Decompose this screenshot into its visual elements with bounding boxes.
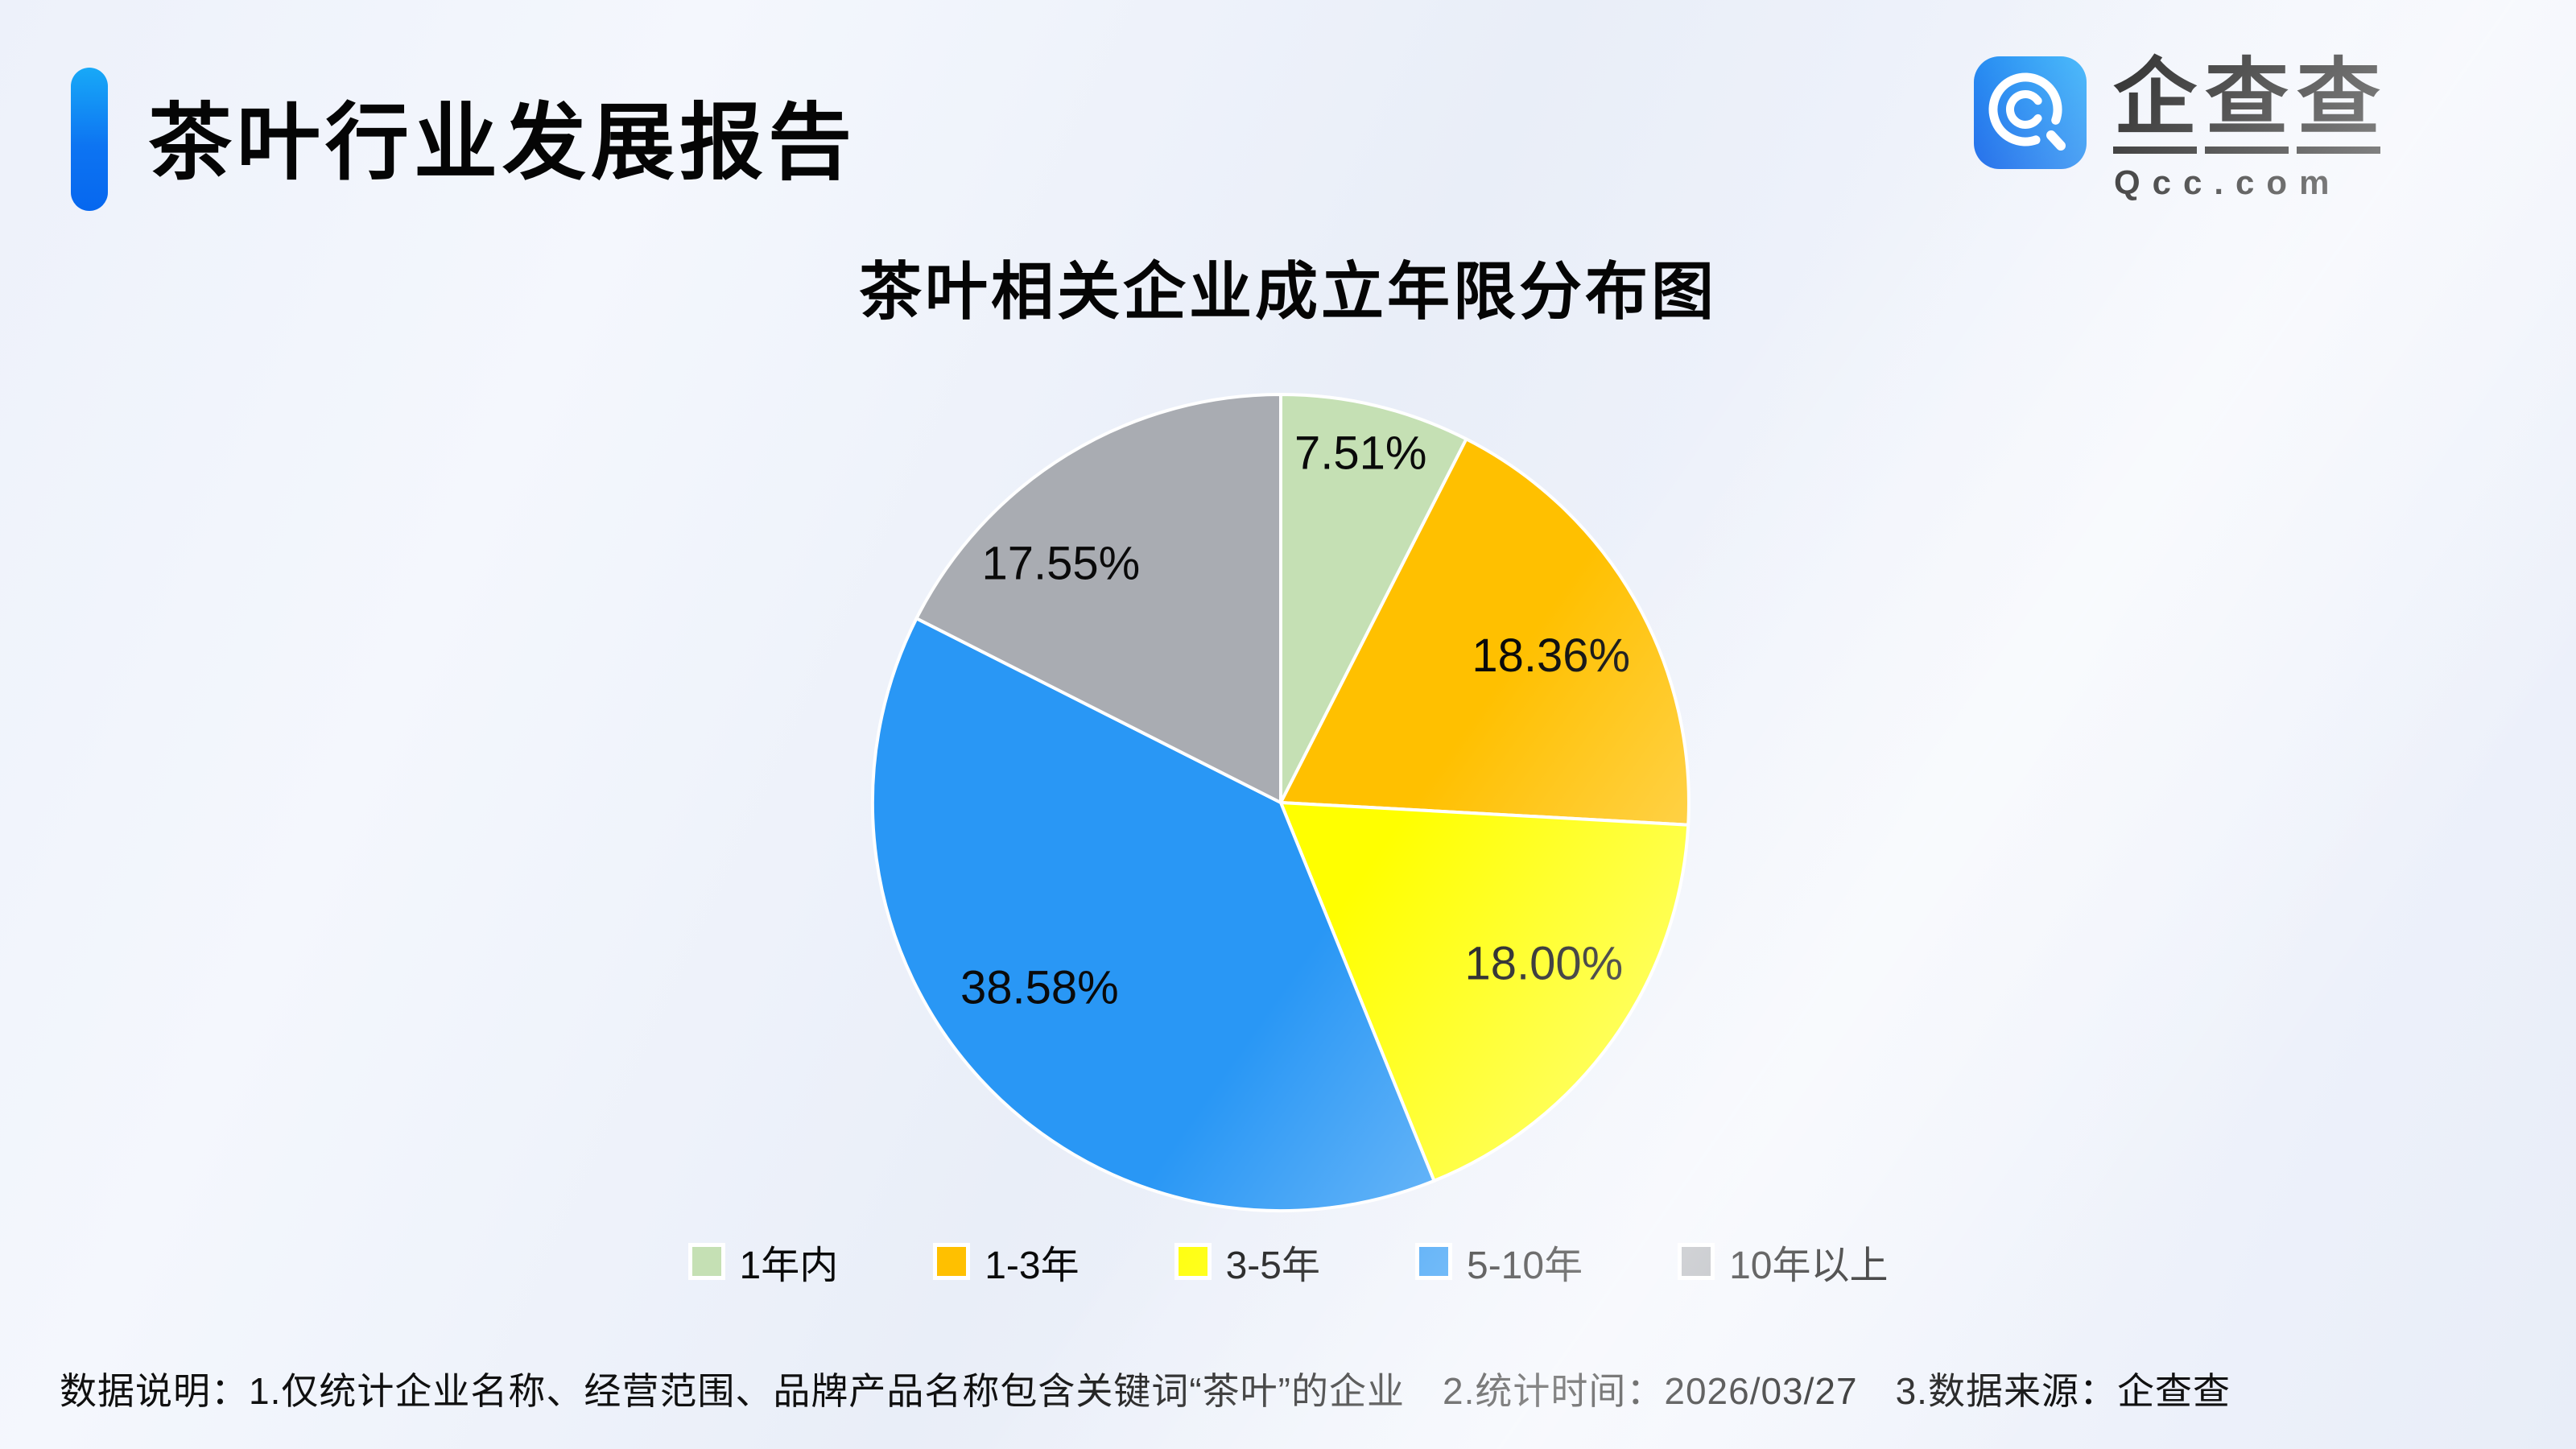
brand-domain: Qcc.com	[2114, 163, 2342, 201]
legend-label: 1-3年	[985, 1245, 1080, 1287]
legend-item-1-3年: 1-3年	[933, 1233, 1080, 1290]
legend-swatch	[687, 1243, 725, 1280]
legend-swatch	[933, 1243, 971, 1280]
legend-item-3-5年: 3-5年	[1174, 1233, 1320, 1290]
qcc-logo: 企查查 Qcc.com	[1974, 56, 2384, 202]
pie-slice-1-3年	[1279, 437, 1690, 827]
pie-label-5-10年: 38.58%	[960, 961, 1119, 1013]
pie-slice-10年以上	[914, 393, 1282, 804]
pie-label-10年以上: 17.55%	[981, 537, 1140, 589]
chart-legend: 1年内 1-3年 3-5年 5-10年 10年以上	[0, 1233, 2576, 1290]
pie-slice-5-10年	[870, 617, 1436, 1213]
page-title: 茶叶行业发展报告	[148, 97, 857, 190]
footer-note: 数据说明：1.仅统计企业名称、经营范围、品牌产品名称包含关键词“茶叶”的企业 2…	[60, 1370, 2231, 1412]
legend-label: 5-10年	[1467, 1245, 1583, 1287]
pie-label-1年内: 7.51%	[1294, 427, 1426, 480]
pie-slice-3-5年	[1279, 801, 1690, 1183]
legend-label: 1年内	[739, 1245, 839, 1287]
pie-chart-svg: 7.51% 18.36% 18.00% 38.58% 17.55%	[870, 393, 1690, 1213]
legend-item-1年内: 1年内	[687, 1233, 839, 1290]
legend-label: 10年以上	[1729, 1245, 1889, 1287]
legend-label: 3-5年	[1225, 1245, 1320, 1287]
chart-title: 茶叶相关企业成立年限分布图	[858, 256, 1717, 327]
title-accent-bar	[71, 68, 108, 211]
logo-text: 企查查 Qcc.com	[2109, 56, 2384, 202]
legend-item-5-10年: 5-10年	[1415, 1233, 1583, 1290]
brand-char: 查	[2297, 56, 2381, 154]
pie-label-3-5年: 18.00%	[1464, 938, 1623, 990]
qcc-magnifier-icon	[1974, 56, 2087, 169]
pie-label-1-3年: 18.36%	[1472, 630, 1630, 682]
legend-item-10年以上: 10年以上	[1678, 1233, 1888, 1290]
brand-char: 查	[2205, 56, 2289, 154]
pie-chart: 7.51% 18.36% 18.00% 38.58% 17.55%	[866, 388, 1695, 1217]
legend-swatch	[1174, 1243, 1212, 1280]
pie-slice-1年内	[1279, 393, 1468, 804]
brand-char: 企	[2113, 56, 2198, 154]
legend-swatch	[1678, 1243, 1715, 1280]
brand-text: 企查查	[2109, 56, 2384, 154]
legend-swatch	[1415, 1243, 1452, 1280]
